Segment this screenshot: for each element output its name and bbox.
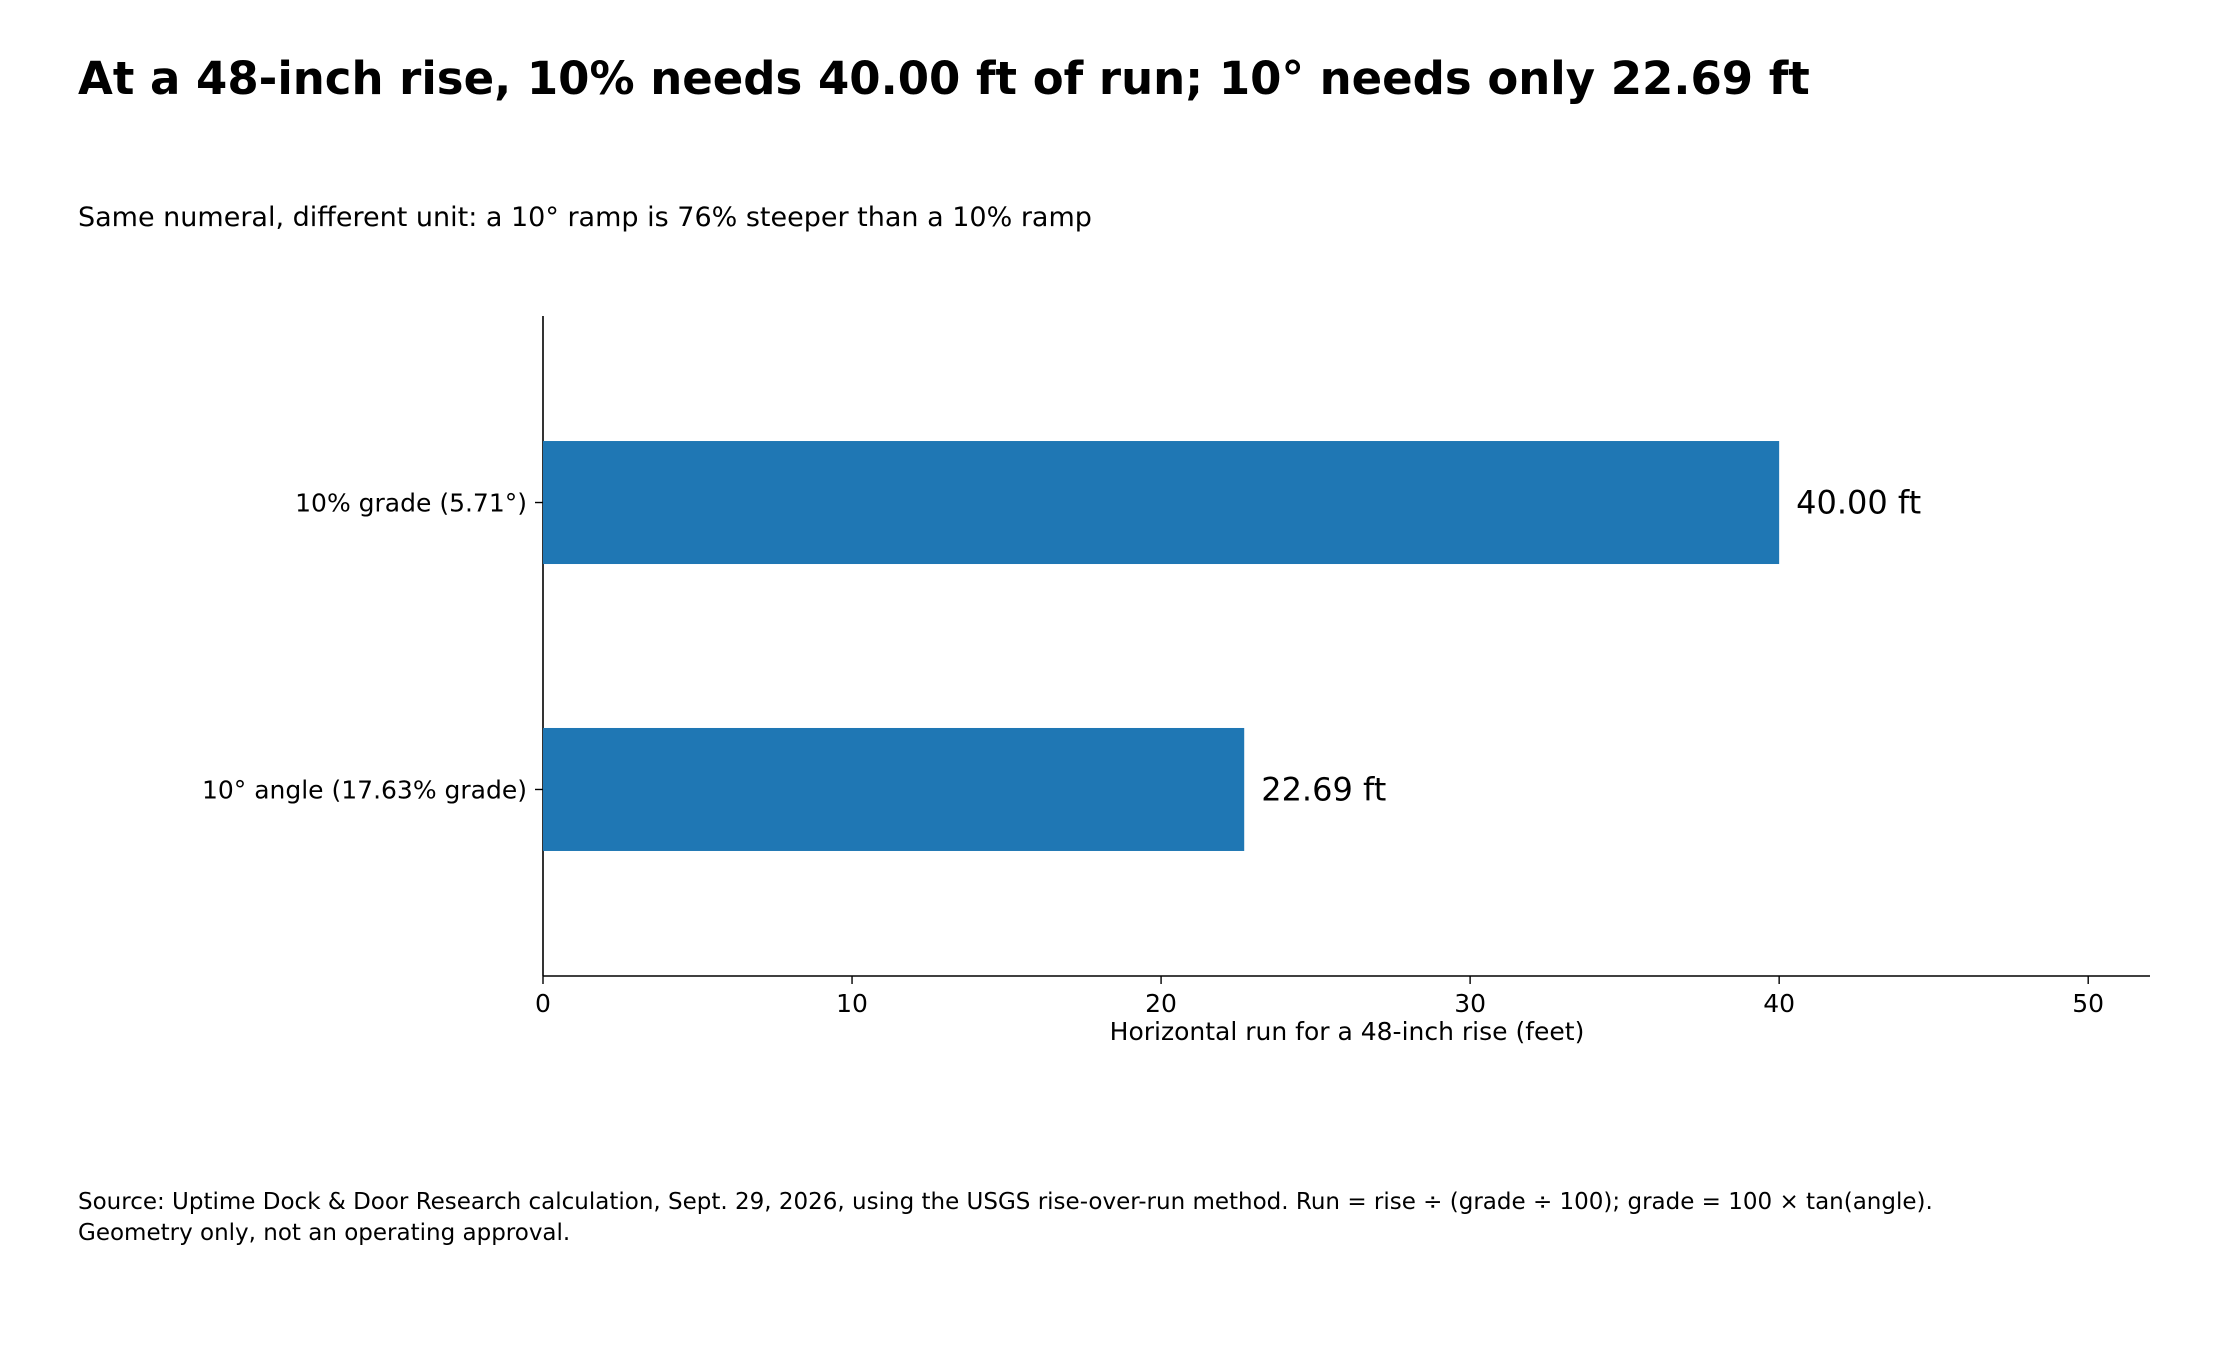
chart-subtitle: Same numeral, different unit: a 10° ramp…	[78, 202, 1092, 233]
x-tick-label: 50	[2072, 989, 2104, 1018]
x-tick-label: 40	[1763, 989, 1795, 1018]
bar-value-label: 22.69 ft	[1261, 770, 1386, 808]
x-axis-label: Horizontal run for a 48-inch rise (feet)	[1110, 1017, 1585, 1046]
bar	[543, 727, 1245, 851]
bar	[543, 441, 1780, 565]
x-tick-label: 10	[836, 989, 868, 1018]
source-note: Source: Uptime Dock & Door Research calc…	[78, 1189, 1933, 1246]
chart-title: At a 48-inch rise, 10% needs 40.00 ft of…	[78, 52, 1810, 105]
y-tick-label: 10% grade (5.71°)	[295, 489, 527, 518]
x-tick-label: 0	[535, 989, 551, 1018]
x-tick-label: 20	[1145, 989, 1177, 1018]
y-tick-label: 10° angle (17.63% grade)	[202, 775, 527, 804]
plot-area: 0 10 20 30 40 50 10% grade (5.71°) 40.00 ft 10° …	[202, 316, 2150, 1018]
x-tick-label: 30	[1454, 989, 1486, 1018]
bar-value-label: 40.00 ft	[1796, 484, 1921, 522]
